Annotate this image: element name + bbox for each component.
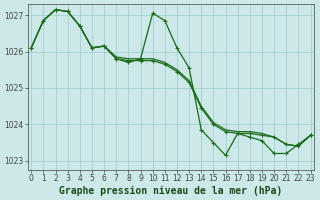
X-axis label: Graphe pression niveau de la mer (hPa): Graphe pression niveau de la mer (hPa) <box>59 186 283 196</box>
